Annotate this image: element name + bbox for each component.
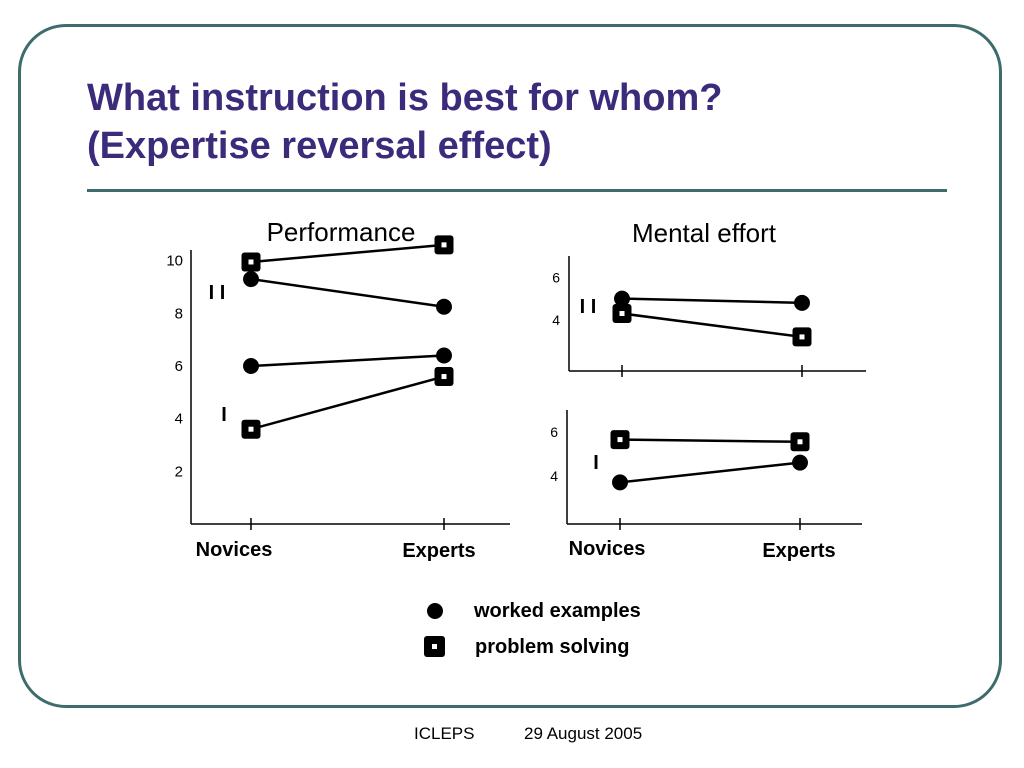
mental-effort-top-series-1-point-0-square-center [619, 311, 625, 316]
title-line-1: What instruction is best for whom? [87, 77, 723, 119]
mental-effort-top-series-1-point-1-square-center [799, 334, 805, 340]
legend-problem-solving-marker-center [432, 644, 437, 649]
performance-y-tick-6: 6 [175, 358, 183, 375]
performance-chart: Performance 2 4 6 8 10 Novices Experts I I I [166, 217, 510, 562]
mental-effort-top-label: I I [580, 296, 597, 318]
mental-effort-top-series-1-line [621, 312, 803, 339]
performance-x-label-experts: Experts [402, 540, 475, 562]
performance-marks [241, 235, 454, 439]
mental-effort-bottom-y-tick-6: 6 [550, 424, 558, 440]
performance-group-label-2: I I [209, 282, 226, 304]
performance-y-tick-4: 4 [175, 411, 183, 428]
mental-effort-top-x-ticks [621, 365, 803, 377]
performance-title: Performance [267, 217, 416, 247]
legend-worked-examples-marker [427, 603, 443, 619]
mental-effort-top-series-0-point-1-circle [794, 294, 810, 311]
performance-series-2-point-0-circle [243, 358, 259, 374]
mental-effort-top-series-0-point-0-circle [614, 290, 630, 307]
mental-effort-bottom-marks [610, 430, 810, 491]
mental-effort-bottom-series-0-line [619, 438, 801, 444]
mental-effort-bottom-series-1-point-0-circle [612, 474, 628, 491]
performance-series-3-point-0-square-center [248, 426, 254, 432]
performance-group-label-1: I [221, 404, 227, 426]
title-underline [87, 189, 947, 192]
performance-series-0-point-0-square-center [248, 259, 254, 265]
mental-effort-bottom-label: I [593, 452, 599, 474]
performance-y-tick-2: 2 [175, 463, 183, 480]
mental-effort-top-y-ticks: 46 [552, 269, 560, 328]
mental-effort-bottom-series-1-point-1-circle [792, 454, 808, 471]
performance-series-2-point-1-circle [436, 347, 452, 364]
performance-series-0-line [250, 243, 445, 264]
mental-effort-bottom-chart: 46 I Novices Experts [550, 410, 862, 562]
legend-problem-solving-label: problem solving [475, 636, 629, 658]
performance-series-1-line [250, 277, 445, 308]
legend: worked examples problem solving [424, 600, 641, 658]
performance-y-tick-8: 8 [175, 305, 183, 322]
title-line-2: (Expertise reversal effect) [87, 125, 552, 167]
mental-effort-x-label-experts: Experts [762, 540, 835, 562]
mental-effort-bottom-y-ticks: 46 [550, 424, 558, 484]
footer-conference: ICLEPS [414, 724, 475, 743]
performance-y-ticks: 2 4 6 8 10 [166, 253, 183, 481]
mental-effort-top-y-tick-4: 4 [552, 312, 560, 328]
mental-effort-top-series-0-line [621, 297, 803, 305]
mental-effort-top-chart: Mental effort 46 I I [552, 218, 866, 377]
mental-effort-top-marks [612, 290, 812, 347]
performance-series-3-line [250, 375, 445, 431]
mental-effort-bottom-x-ticks [619, 518, 801, 530]
performance-y-tick-10: 10 [166, 253, 183, 270]
performance-series-1-point-1-circle [436, 298, 452, 315]
performance-series-3-point-1-square-center [441, 374, 447, 380]
slide-frame [18, 24, 1002, 708]
slide-title: What instruction is best for whom? (Expe… [87, 74, 947, 170]
mental-effort-x-label-novices: Novices [569, 538, 646, 560]
mental-effort-bottom-series-0-point-0-square-center [617, 437, 623, 443]
footer-date: 29 August 2005 [524, 724, 643, 743]
mental-effort-bottom-series-0-point-1-square-center [797, 439, 803, 445]
mental-effort-bottom-series-1-line [619, 461, 801, 484]
performance-series-1-point-0-circle [243, 271, 259, 288]
performance-x-ticks [250, 518, 445, 530]
mental-effort-bottom-y-tick-4: 4 [550, 468, 558, 484]
legend-worked-examples-label: worked examples [473, 600, 641, 622]
mental-effort-top-y-tick-6: 6 [552, 269, 560, 285]
performance-x-label-novices: Novices [196, 539, 273, 561]
performance-series-0-point-1-square-center [441, 242, 447, 248]
performance-series-2-line [250, 354, 445, 368]
mental-effort-title: Mental effort [632, 218, 777, 248]
